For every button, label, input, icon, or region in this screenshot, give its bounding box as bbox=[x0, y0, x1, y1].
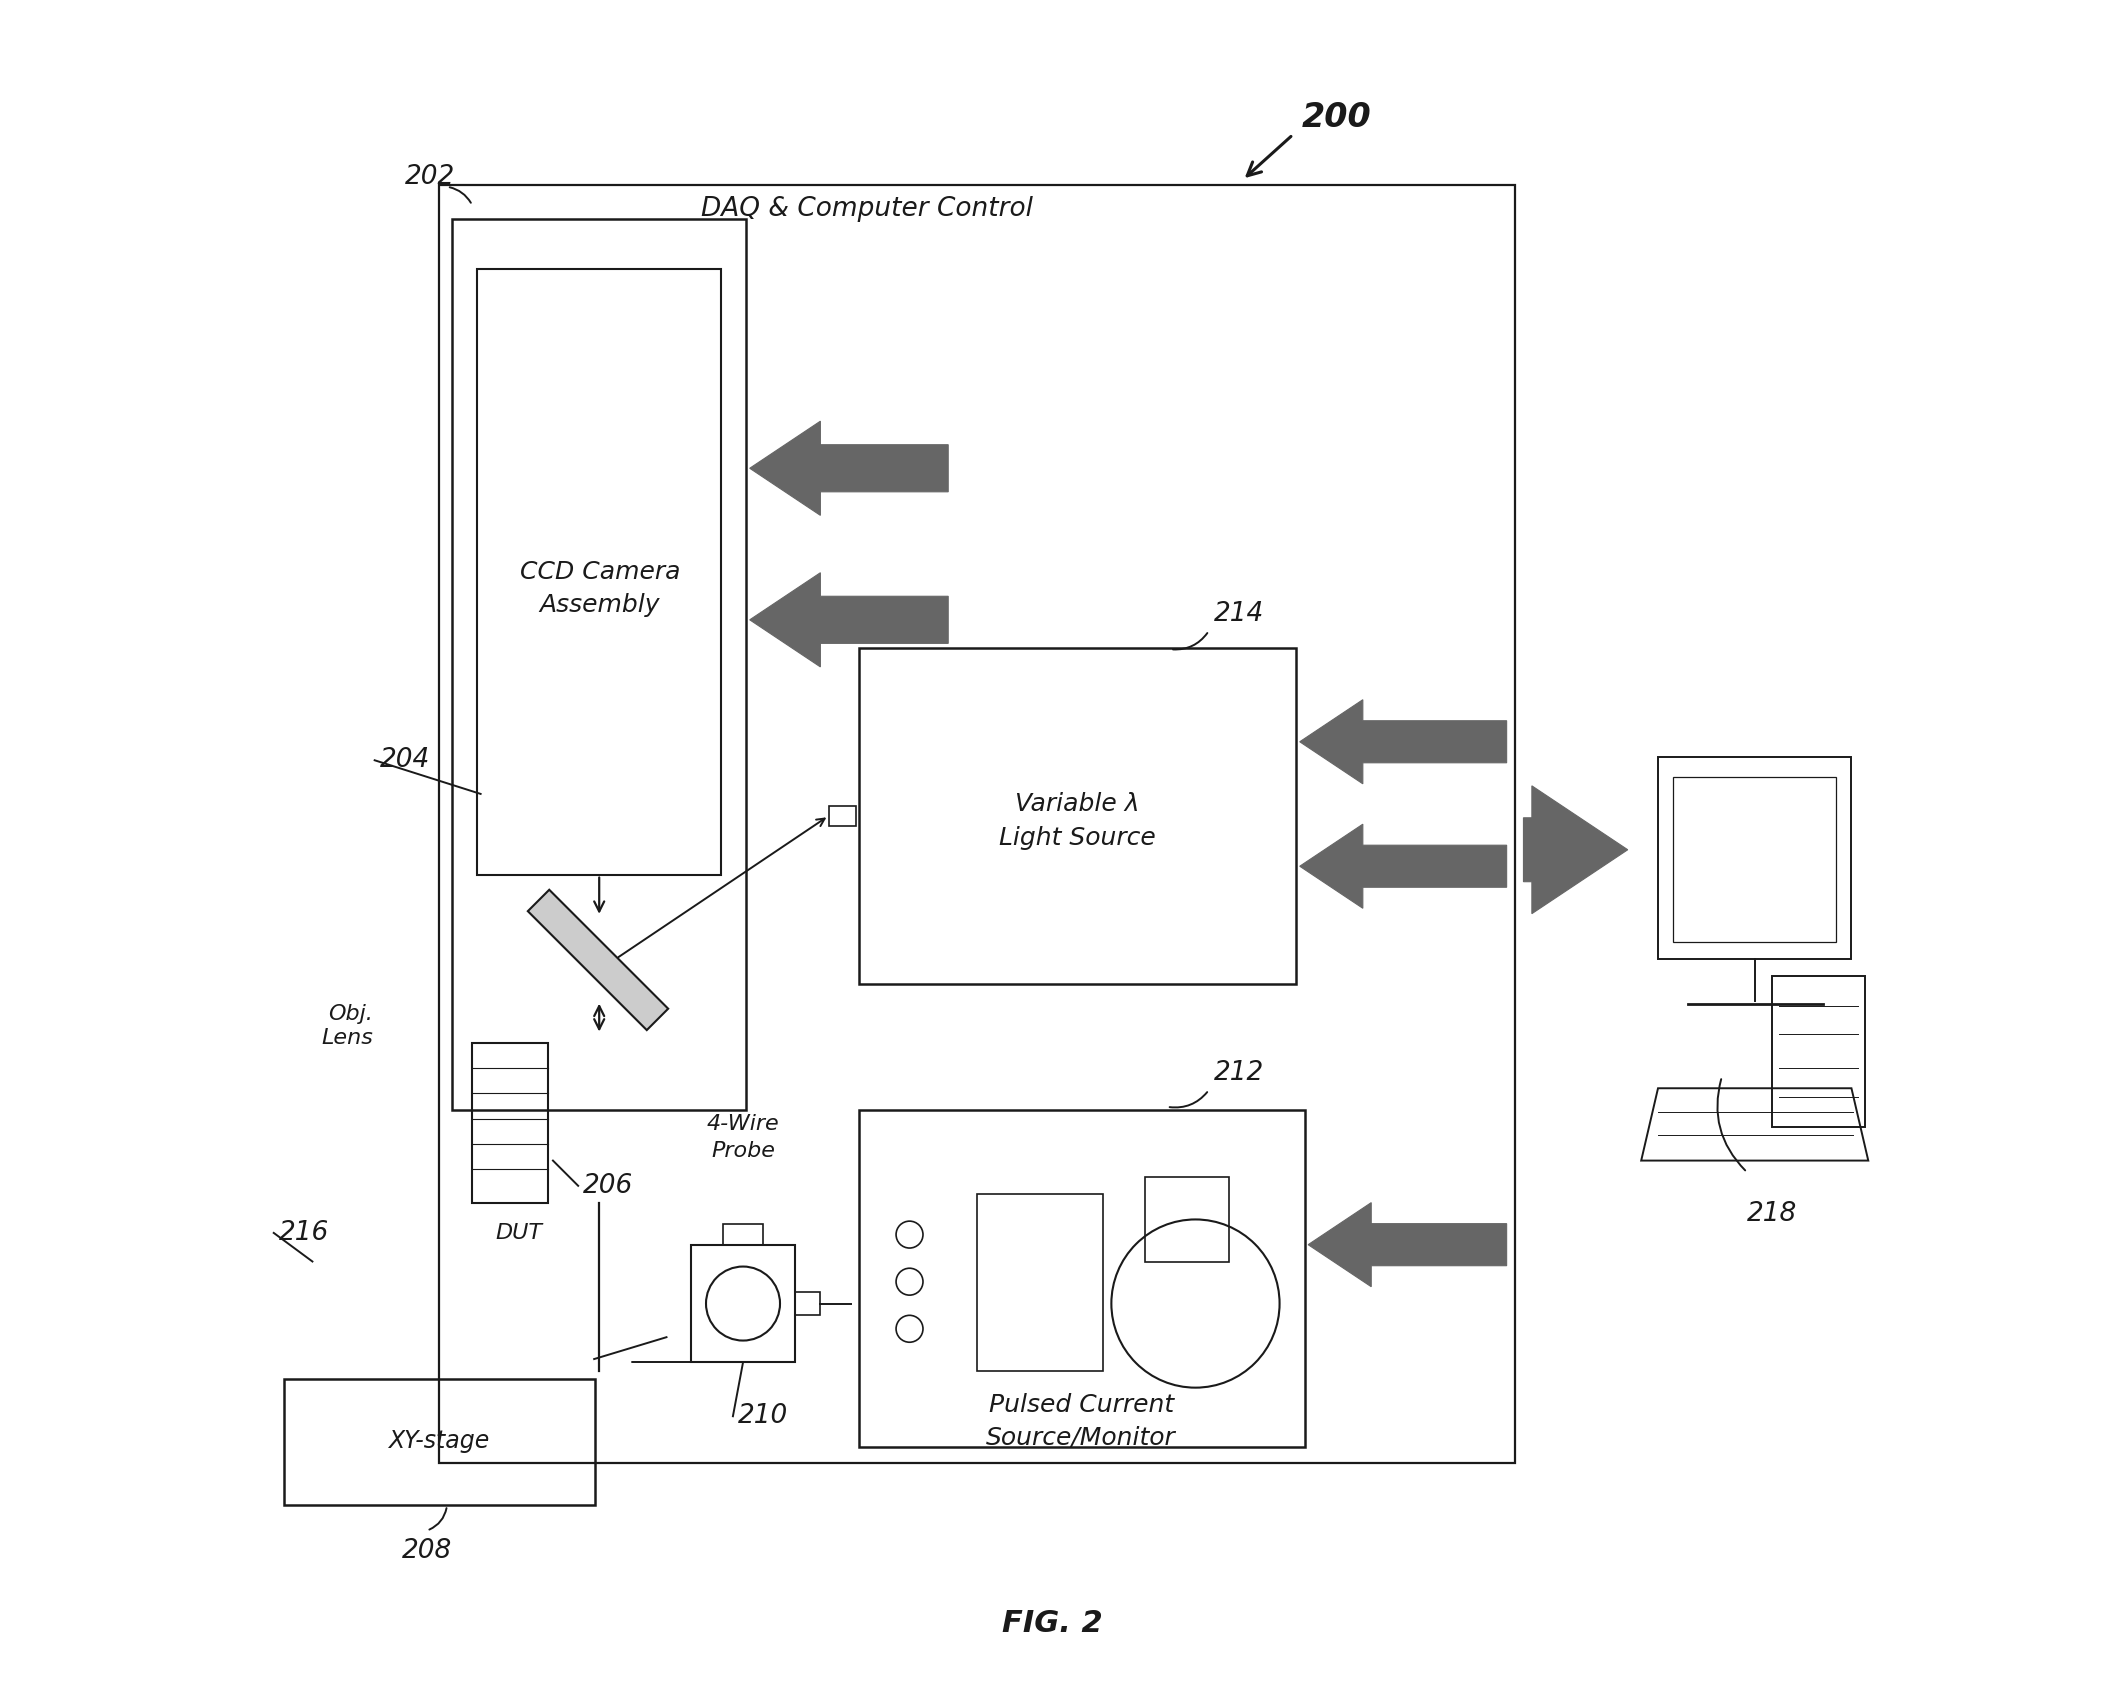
Polygon shape bbox=[1299, 700, 1507, 784]
Text: Obj.
Lens: Obj. Lens bbox=[322, 1004, 373, 1048]
Text: DUT: DUT bbox=[497, 1223, 543, 1243]
Text: 208: 208 bbox=[402, 1537, 453, 1564]
Text: 206: 206 bbox=[583, 1172, 634, 1199]
Bar bbox=[796, 1292, 821, 1315]
Bar bbox=[859, 648, 1297, 984]
Text: Pulsed Current
Source/Monitor: Pulsed Current Source/Monitor bbox=[987, 1393, 1177, 1450]
Text: 200: 200 bbox=[1301, 101, 1370, 135]
Polygon shape bbox=[1524, 785, 1627, 913]
Bar bbox=[859, 1110, 1305, 1447]
Bar bbox=[1659, 757, 1852, 959]
Bar bbox=[284, 1379, 596, 1505]
Text: 214: 214 bbox=[1215, 600, 1265, 627]
Bar bbox=[1772, 976, 1865, 1127]
Text: 204: 204 bbox=[379, 747, 429, 774]
Text: DAQ & Computer Control: DAQ & Computer Control bbox=[701, 195, 1034, 222]
Text: XY-stage: XY-stage bbox=[387, 1430, 488, 1453]
Text: 4-Wire
Probe: 4-Wire Probe bbox=[707, 1113, 779, 1161]
Bar bbox=[1673, 777, 1836, 942]
Text: FIG. 2: FIG. 2 bbox=[1002, 1608, 1103, 1638]
Text: 202: 202 bbox=[404, 163, 455, 190]
Bar bbox=[722, 1224, 764, 1245]
Text: 218: 218 bbox=[1747, 1201, 1798, 1228]
Bar bbox=[690, 1245, 796, 1362]
Text: 210: 210 bbox=[739, 1403, 787, 1430]
Bar bbox=[977, 1194, 1103, 1371]
Bar bbox=[528, 890, 667, 1029]
Polygon shape bbox=[749, 420, 947, 515]
Bar bbox=[1145, 1177, 1229, 1262]
Bar bbox=[472, 1043, 547, 1203]
Bar bbox=[453, 219, 747, 1110]
Text: Variable λ
Light Source: Variable λ Light Source bbox=[1000, 792, 1156, 849]
Polygon shape bbox=[1307, 1203, 1507, 1287]
Polygon shape bbox=[1299, 824, 1507, 908]
Text: 212: 212 bbox=[1215, 1060, 1265, 1087]
Bar bbox=[438, 185, 1516, 1463]
Bar bbox=[478, 269, 722, 875]
Text: CCD Camera
Assembly: CCD Camera Assembly bbox=[520, 560, 680, 617]
Polygon shape bbox=[749, 572, 947, 666]
Text: 216: 216 bbox=[278, 1219, 328, 1246]
Bar bbox=[829, 806, 857, 826]
